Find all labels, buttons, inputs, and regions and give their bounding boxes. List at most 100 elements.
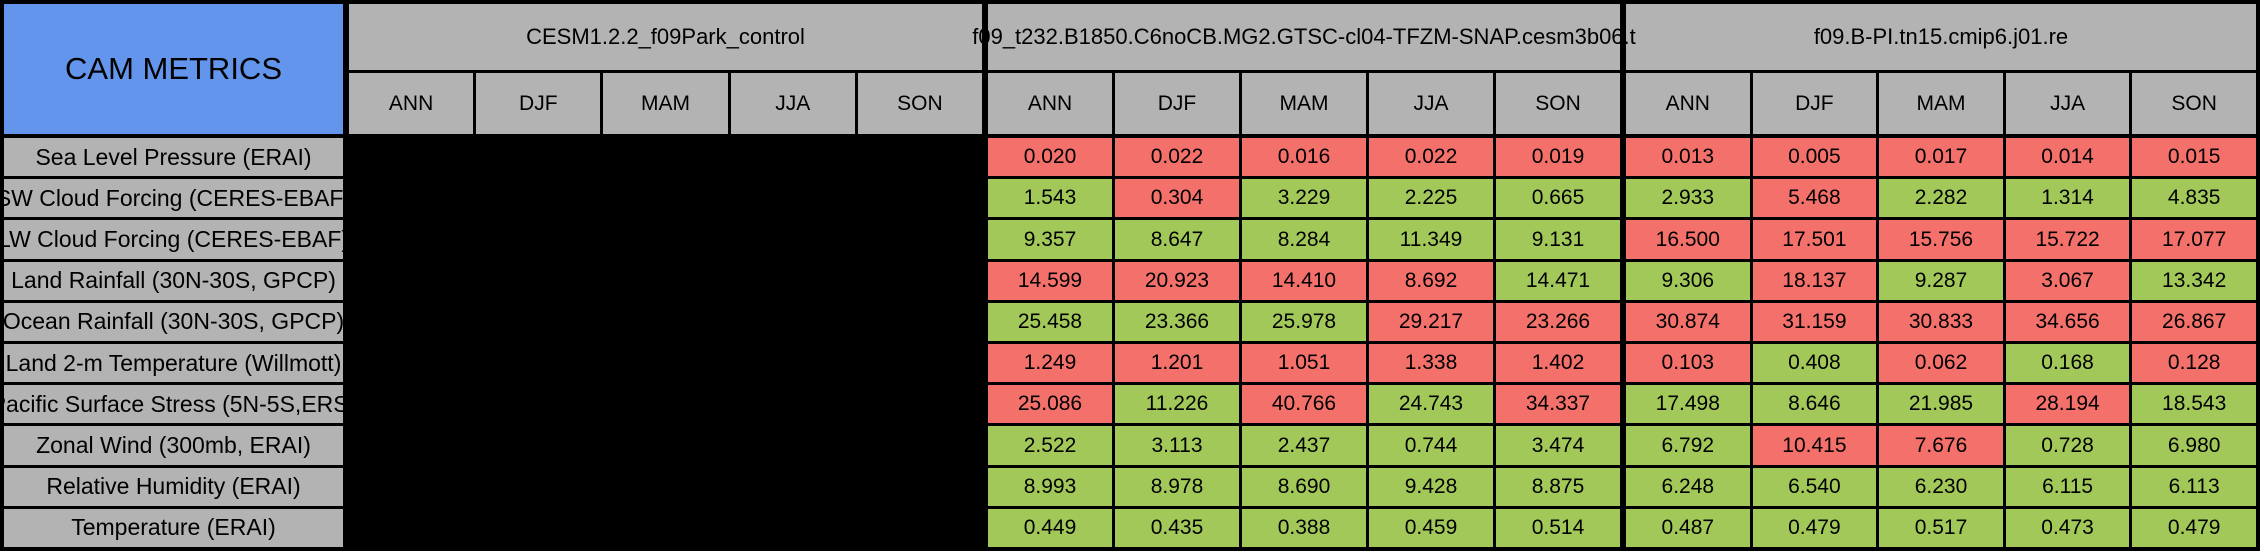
metric-label: Land Rainfall (30N-30S, GPCP) [4,261,343,300]
value-cell: 1.051 [1242,344,1369,383]
value-cell: 8.993 [988,467,1115,506]
value-cell: 13.342 [2132,261,2256,300]
redacted-cell [603,302,731,342]
redacted-cell [349,261,477,300]
redacted-cell [349,220,477,259]
metric-label: Sea Level Pressure (ERAI) [4,138,343,177]
value-cell: 0.744 [1369,426,1496,465]
model-3-season-group: ANN DJF MAM JJA SON [1620,73,2256,134]
value-cell: 1.201 [1115,344,1242,383]
value-cell: 18.543 [2132,385,2256,424]
redacted-cell [603,220,731,259]
redacted-group [343,426,982,465]
value-cell: 3.474 [1496,426,1620,465]
metric-label: LW Cloud Forcing (CERES-EBAF) [4,220,343,259]
redacted-cell [476,261,604,300]
data-group: 17.498 8.646 21.985 28.194 18.543 [1620,385,2256,424]
value-cell: 3.113 [1115,426,1242,465]
redacted-cell [476,138,604,177]
value-cell: 30.833 [1879,302,2006,342]
redacted-cell [603,138,731,177]
data-group: 9.306 18.137 9.287 3.067 13.342 [1620,261,2256,300]
value-cell: 6.113 [2132,467,2256,506]
season-cell: JJA [731,73,858,134]
redacted-group [343,344,982,383]
table-row: Land 2-m Temperature (Willmott) 1.249 1.20… [4,344,2256,386]
table-body: Sea Level Pressure (ERAI) 0.020 0.022 0.016… [4,138,2256,547]
value-cell: 9.287 [1879,261,2006,300]
value-cell: 30.874 [1626,302,1753,342]
redacted-group [343,302,982,342]
season-cell: DJF [476,73,604,134]
data-group: 2.933 5.468 2.282 1.314 4.835 [1620,179,2256,218]
redacted-group [343,508,982,547]
value-cell: 14.471 [1496,261,1620,300]
value-cell: 8.690 [1242,467,1369,506]
value-cell: 1.338 [1369,344,1496,383]
value-cell: 0.473 [2005,508,2133,547]
table-row: Sea Level Pressure (ERAI) 0.020 0.022 0.016… [4,138,2256,180]
redacted-group [343,138,982,177]
value-cell: 0.435 [1115,508,1242,547]
value-cell: 15.756 [1879,220,2006,259]
value-cell: 4.835 [2132,179,2256,218]
value-cell: 40.766 [1242,385,1369,424]
season-cell: DJF [1753,73,1880,134]
redacted-cell [858,344,982,382]
value-cell: 0.128 [2132,344,2256,383]
value-cell: 1.402 [1496,344,1620,383]
model-name-row: CESM1.2.2_f09Park_control f09_t232.B1850… [343,4,2256,73]
data-group: 0.487 0.479 0.517 0.473 0.479 [1620,508,2256,547]
value-cell: 14.410 [1242,261,1369,300]
redacted-cell [603,261,731,300]
value-cell: 0.449 [988,508,1115,547]
value-cell: 2.933 [1626,179,1753,218]
redacted-cell [476,385,604,424]
redacted-cell [603,426,731,465]
table-row: Pacific Surface Stress (5N-5S,ERS) 25.086… [4,385,2256,427]
value-cell: 17.498 [1626,385,1753,424]
data-group: 14.599 20.923 14.410 8.692 14.471 [982,261,1620,300]
value-cell: 0.020 [988,138,1115,177]
value-cell: 9.306 [1626,261,1753,300]
redacted-cell [476,220,604,259]
value-cell: 15.722 [2005,220,2133,259]
data-group: 0.103 0.408 0.062 0.168 0.128 [1620,344,2256,383]
redacted-cell [731,179,858,218]
value-cell: 8.692 [1369,261,1496,300]
redacted-group [343,385,982,424]
metric-label: Ocean Rainfall (30N-30S, GPCP) [4,302,343,342]
value-cell: 0.517 [1879,508,2006,547]
data-group: 1.249 1.201 1.051 1.338 1.402 [982,344,1620,383]
value-cell: 8.875 [1496,467,1620,506]
season-cell: JJA [2006,73,2133,134]
value-cell: 0.408 [1752,344,1880,383]
redacted-cell [858,262,982,300]
value-cell: 0.062 [1879,344,2006,383]
data-group: 25.086 11.226 40.766 24.743 34.337 [982,385,1620,424]
value-cell: 0.016 [1242,138,1369,177]
value-cell: 9.428 [1369,467,1496,506]
value-cell: 3.067 [2005,261,2133,300]
redacted-cell [858,220,982,258]
season-cell: SON [1535,91,1581,115]
table-row: Relative Humidity (ERAI) 8.993 8.978 8.690 9… [4,467,2256,509]
redacted-cell [603,385,731,424]
redacted-cell [349,302,477,342]
value-cell: 31.159 [1752,302,1880,342]
value-cell: 34.337 [1496,385,1620,424]
redacted-cell [731,344,858,383]
data-group: 6.248 6.540 6.230 6.115 6.113 [1620,467,2256,506]
value-cell: 0.013 [1626,138,1753,177]
value-cell: 6.115 [2005,467,2133,506]
value-cell: 0.103 [1626,344,1753,383]
value-cell: 0.015 [2132,138,2256,177]
value-cell: 14.599 [988,261,1115,300]
value-cell: 1.543 [988,179,1115,218]
season-cell: JJA [1369,73,1496,134]
metric-label: Zonal Wind (300mb, ERAI) [4,426,343,465]
redacted-cell [349,179,477,218]
value-cell: 0.168 [2005,344,2133,383]
value-cell: 11.226 [1115,385,1242,424]
